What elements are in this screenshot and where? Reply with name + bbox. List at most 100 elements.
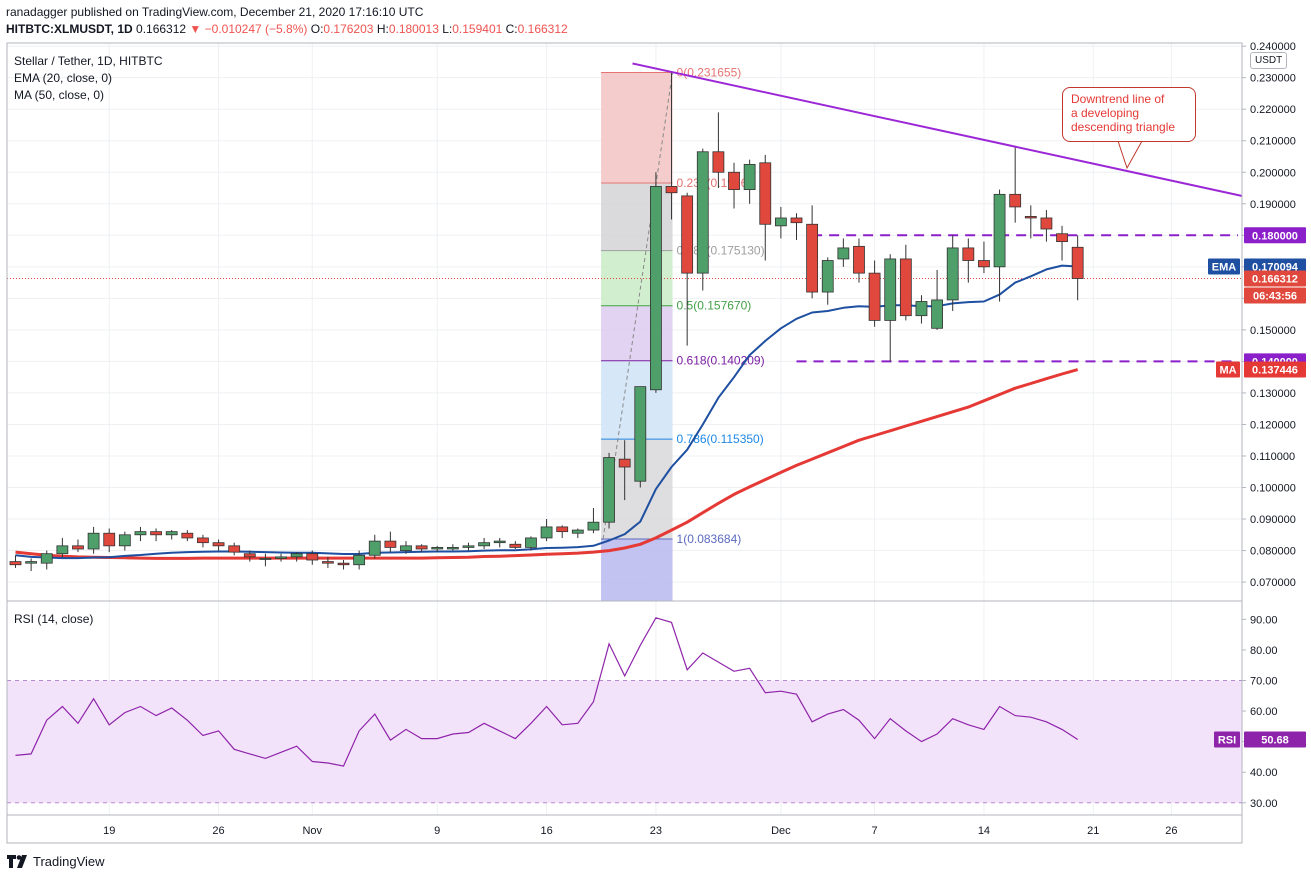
candle-body [321,561,334,564]
candle-body [821,260,834,293]
fib-zone [601,72,673,183]
price-tick-label: 0.090000 [1250,514,1296,526]
ma-line-group [15,368,1079,560]
candle-body [915,301,928,317]
countdown-tag-bg [1244,287,1306,304]
ma50-line [15,368,1079,560]
price-tick-label: 0.240000 [1250,41,1296,53]
fibonacci-retracement: 0(0.231655)0.236(0.1966)0.382(0.175130)0… [601,65,765,601]
ema-name-tag-bg [1208,258,1240,275]
price-tick-label: 0.200000 [1250,167,1296,179]
low-value: 0.159401 [452,22,503,36]
last-price-tag-bg [1244,270,1306,287]
annotation-line: Downtrend line of [1071,92,1165,106]
candle-body [790,217,803,224]
time-tick-label: 9 [434,825,440,837]
candle-body [118,534,131,547]
candle-body [384,540,397,548]
candle-body [665,186,678,194]
candle-body [681,195,694,274]
rsi-band [7,680,1242,803]
candle-body [197,537,209,544]
high-value: 0.180013 [388,22,439,36]
candle-body [337,562,350,566]
time-tick-label: Dec [771,825,791,837]
last-price: 0.166312 [136,22,187,36]
candle-body [556,526,569,533]
price-tick-label: 0.120000 [1250,419,1296,431]
price-tick-label: 0.110000 [1250,451,1295,463]
rsi-legend[interactable]: RSI (14, close) [14,612,94,626]
candle-body [587,521,600,531]
price-tick-label: 0.130000 [1250,388,1296,400]
currency-badge[interactable]: USDT [1250,52,1288,69]
chart-title: Stellar / Tether, 1D, HITBTC [14,54,163,68]
ma-value-tag-bg [1244,361,1306,378]
candle-body [25,561,38,564]
time-tick-label: 14 [978,825,990,837]
callout-pointer [1117,140,1143,170]
candle-body [696,151,709,274]
candle-body [368,540,381,556]
candle-body [228,545,241,553]
low-label: L: [442,22,453,36]
rsi-name-tag: RSI [1218,735,1236,747]
candle-body [1040,217,1053,230]
candle-body [853,245,865,274]
rsi-name-tag-bg [1214,731,1240,748]
candle-body [650,186,662,391]
symbol-ohlc-line: HITBTC:XLMUSDT, 1D 0.166312 ▼ −0.010247 … [6,22,568,36]
brand-name[interactable]: TradingView [33,853,105,869]
price-tick-label: 0.150000 [1250,325,1296,337]
candle-body [56,545,69,555]
candle-body [181,532,194,539]
candle-body [212,542,225,547]
candle-body [9,561,22,566]
candle-body [743,163,756,190]
rsi-tick-label: 90.00 [1250,614,1278,626]
rsi-value-tag-bg [1244,731,1306,748]
candle-body [446,547,459,550]
rsi-value-tag: 50.68 [1261,735,1289,747]
candle-body [72,545,84,550]
ma-name-tag: MA [1219,364,1236,376]
ma-legend[interactable]: MA (50, close, 0) [14,88,105,102]
rsi-tick-label: 30.00 [1250,798,1278,810]
candle-body [571,529,584,534]
fib-level-label: 0.618(0.140209) [677,354,765,368]
candle-body [275,556,287,559]
candle-body [150,531,162,536]
candles [9,72,1084,572]
annotation-line: descending triangle [1071,120,1176,134]
rsi-line [15,617,1079,767]
candle-body [759,162,772,225]
ma-name-tag-bg [1216,361,1240,378]
ma-value-tag: 0.137446 [1252,364,1298,376]
price-change: ▼ −0.010247 (−5.8%) [189,22,308,36]
time-tick-label: 21 [1087,825,1099,837]
candle-body [493,540,506,544]
candle-body [868,272,881,321]
candle-body [884,258,897,321]
price-tick-label: 0.230000 [1250,73,1296,85]
rsi-tick-label: 70.00 [1250,675,1278,687]
candle-body [87,532,100,550]
countdown-tag: 06:43:56 [1253,290,1297,302]
annotation-callout: Downtrend line of a developing descendin… [1062,87,1196,142]
ema-name-tag: EMA [1212,262,1237,274]
candle-body [603,457,615,523]
candle-body [243,553,256,558]
candle-body [993,193,1006,268]
candle-body [400,545,412,551]
candle-body [353,554,366,566]
symbol-name[interactable]: HITBTC:XLMUSDT, 1D [6,22,133,36]
candle-body [134,531,147,536]
candle-body [1056,233,1068,243]
ema-legend[interactable]: EMA (20, close, 0) [14,71,113,85]
candle-body [1071,246,1084,279]
price-tick-label: 0.080000 [1250,546,1296,558]
candle-body [462,545,475,548]
candle-body [259,558,272,560]
footer: TradingView [6,853,105,869]
